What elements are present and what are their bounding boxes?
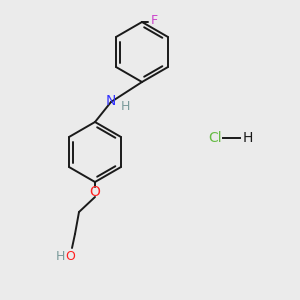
Text: O: O: [65, 250, 75, 263]
Text: H: H: [55, 250, 65, 263]
Text: H: H: [243, 131, 253, 145]
Text: O: O: [90, 185, 101, 199]
Text: Cl: Cl: [208, 131, 222, 145]
Text: N: N: [106, 94, 116, 108]
Text: H: H: [120, 100, 130, 112]
Text: F: F: [150, 14, 158, 28]
